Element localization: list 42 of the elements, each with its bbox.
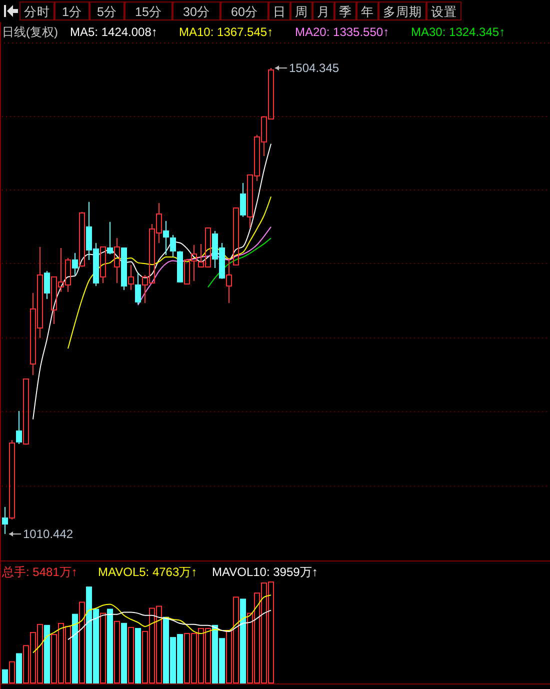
chart-title: 总手: 5481万↑ (1, 565, 78, 579)
bar (240, 598, 246, 684)
text: 日 (273, 5, 286, 19)
candlestick (128, 264, 134, 291)
text: MA10: 1367.545↑ (179, 25, 274, 39)
text: 15分 (135, 5, 162, 19)
bar (44, 624, 50, 684)
text: 30分 (183, 5, 210, 19)
bar (72, 614, 78, 684)
text: 1504.345 (289, 61, 340, 75)
text: 多周期 (383, 5, 422, 19)
text: 60分 (231, 5, 258, 19)
bar (121, 622, 127, 684)
bar (128, 626, 134, 684)
text: 分时 (24, 5, 50, 19)
bar (2, 669, 8, 684)
bar (79, 602, 85, 684)
text: 5分 (97, 5, 117, 19)
text: MA20: 1335.550↑ (295, 25, 390, 39)
candlestick (72, 252, 78, 276)
candlestick (163, 220, 169, 256)
text: 年 (361, 5, 374, 19)
text: 设置 (431, 5, 457, 19)
chart-title: 日线(复权) (2, 25, 58, 39)
bar (16, 653, 22, 684)
candlestick (2, 506, 8, 534)
candlestick (226, 257, 232, 304)
text: 周 (295, 5, 308, 19)
text: MAVOL5: 4763万↑ (98, 565, 198, 579)
text: MA30: 1324.345↑ (411, 25, 506, 39)
candlestick (114, 237, 120, 284)
bar (100, 612, 106, 684)
bar (107, 608, 113, 684)
annotation: 1010.442 (23, 527, 74, 541)
text: MA5: 1424.008↑ (70, 25, 158, 39)
bar (114, 620, 120, 684)
text: MAVOL10: 3959万↑ (212, 565, 318, 579)
bar (9, 661, 15, 684)
text: 1分 (62, 5, 82, 19)
bar (135, 628, 141, 684)
text: 季 (339, 5, 352, 19)
text: 月 (317, 5, 330, 19)
